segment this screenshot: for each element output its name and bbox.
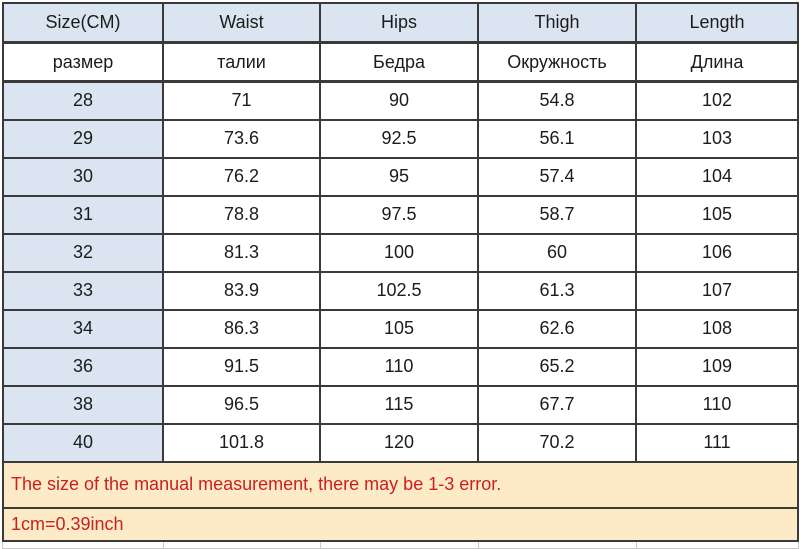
- thigh-cell: 61.3: [477, 270, 637, 311]
- size-cell: 32: [2, 232, 164, 273]
- grid-line: [320, 541, 321, 548]
- waist-cell: 83.9: [162, 270, 321, 311]
- hips-cell: 110: [319, 346, 479, 387]
- table-row: 29 73.6 92.5 56.1 103: [2, 118, 799, 159]
- thigh-cell: 70.2: [477, 422, 637, 463]
- waist-cell: 86.3: [162, 308, 321, 349]
- size-cell: 30: [2, 156, 164, 197]
- column-header-hips: Hips: [319, 2, 479, 44]
- size-cell: 29: [2, 118, 164, 159]
- grid-line: [163, 541, 164, 548]
- thigh-cell: 65.2: [477, 346, 637, 387]
- table-row: 36 91.5 110 65.2 109: [2, 346, 799, 387]
- thigh-cell: 62.6: [477, 308, 637, 349]
- length-cell: 103: [635, 118, 799, 159]
- hips-cell: 115: [319, 384, 479, 425]
- size-cell: 36: [2, 346, 164, 387]
- length-cell: 110: [635, 384, 799, 425]
- hips-cell: 92.5: [319, 118, 479, 159]
- hips-cell: 102.5: [319, 270, 479, 311]
- table-row: 32 81.3 100 60 106: [2, 232, 799, 273]
- waist-cell: 73.6: [162, 118, 321, 159]
- waist-cell: 81.3: [162, 232, 321, 273]
- table-row: 40 101.8 120 70.2 111: [2, 422, 799, 463]
- column-header-size: Size(CM): [2, 2, 164, 44]
- size-cell: 34: [2, 308, 164, 349]
- column-header-size-ru: размер: [2, 41, 164, 83]
- grid-line: [636, 541, 637, 548]
- hips-cell: 105: [319, 308, 479, 349]
- waist-cell: 101.8: [162, 422, 321, 463]
- header-row-english: Size(CM) Waist Hips Thigh Length: [2, 2, 799, 44]
- note-row-measurement-error: The size of the manual measurement, ther…: [2, 460, 799, 509]
- note-text-cm-inch: 1cm=0.39inch: [2, 506, 799, 542]
- length-cell: 109: [635, 346, 799, 387]
- waist-cell: 76.2: [162, 156, 321, 197]
- column-header-waist-ru: талии: [162, 41, 321, 83]
- waist-cell: 96.5: [162, 384, 321, 425]
- header-row-russian: размер талии Бедра Окружность Длина: [2, 41, 799, 83]
- hips-cell: 90: [319, 80, 479, 121]
- size-cell: 38: [2, 384, 164, 425]
- table-row: 33 83.9 102.5 61.3 107: [2, 270, 799, 311]
- table-row: 30 76.2 95 57.4 104: [2, 156, 799, 197]
- cutoff-next-row: [2, 541, 799, 549]
- grid-line: [478, 541, 479, 548]
- waist-cell: 78.8: [162, 194, 321, 235]
- length-cell: 107: [635, 270, 799, 311]
- note-row-cm-inch: 1cm=0.39inch: [2, 506, 799, 542]
- column-header-hips-ru: Бедра: [319, 41, 479, 83]
- thigh-cell: 67.7: [477, 384, 637, 425]
- thigh-cell: 54.8: [477, 80, 637, 121]
- length-cell: 102: [635, 80, 799, 121]
- size-cell: 33: [2, 270, 164, 311]
- size-cell: 28: [2, 80, 164, 121]
- size-chart-table: Size(CM) Waist Hips Thigh Length размер …: [2, 2, 799, 542]
- length-cell: 111: [635, 422, 799, 463]
- note-text-measurement-error: The size of the manual measurement, ther…: [2, 460, 799, 509]
- waist-cell: 71: [162, 80, 321, 121]
- size-cell: 31: [2, 194, 164, 235]
- thigh-cell: 57.4: [477, 156, 637, 197]
- thigh-cell: 56.1: [477, 118, 637, 159]
- column-header-thigh: Thigh: [477, 2, 637, 44]
- table-row: 34 86.3 105 62.6 108: [2, 308, 799, 349]
- column-header-thigh-ru: Окружность: [477, 41, 637, 83]
- length-cell: 106: [635, 232, 799, 273]
- table-row: 31 78.8 97.5 58.7 105: [2, 194, 799, 235]
- thigh-cell: 60: [477, 232, 637, 273]
- size-cell: 40: [2, 422, 164, 463]
- hips-cell: 95: [319, 156, 479, 197]
- waist-cell: 91.5: [162, 346, 321, 387]
- column-header-waist: Waist: [162, 2, 321, 44]
- table-row: 28 71 90 54.8 102: [2, 80, 799, 121]
- length-cell: 105: [635, 194, 799, 235]
- column-header-length-ru: Длина: [635, 41, 799, 83]
- hips-cell: 100: [319, 232, 479, 273]
- length-cell: 108: [635, 308, 799, 349]
- thigh-cell: 58.7: [477, 194, 637, 235]
- length-cell: 104: [635, 156, 799, 197]
- hips-cell: 120: [319, 422, 479, 463]
- table-row: 38 96.5 115 67.7 110: [2, 384, 799, 425]
- column-header-length: Length: [635, 2, 799, 44]
- hips-cell: 97.5: [319, 194, 479, 235]
